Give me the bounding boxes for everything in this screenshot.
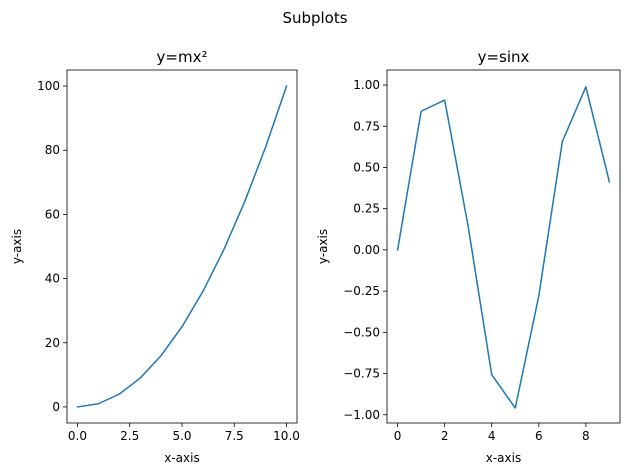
subplot-left: 0.0 2.5 5.0 7.5 10.0 0 20 40 60 80 100 y=mx² x-axis y… <box>10 48 300 465</box>
chart-1-xtick-label: 4 <box>488 429 496 443</box>
chart-1-series-line-0 <box>396 86 611 409</box>
chart-1-ytick-label: −1.00 <box>343 408 380 422</box>
chart-1-xtick-label: 2 <box>441 429 449 443</box>
chart-0-xtick-label: 10.0 <box>273 429 300 443</box>
chart-0-xtick-label: 2.5 <box>120 429 139 443</box>
chart-1-ytick-label: 0.25 <box>353 202 380 216</box>
chart-1-ytick-label: −0.25 <box>343 284 380 298</box>
chart-0-axes-frame <box>66 69 298 424</box>
chart-0-xtick-label: 7.5 <box>225 429 244 443</box>
subplot-right: 0 2 4 6 8 −1.00 −0.75 −0.50 −0.25 0.00 0.25 0.50 0.7… <box>316 48 621 465</box>
chart-1-xtick-label: 8 <box>582 429 590 443</box>
chart-0-series-line-0 <box>76 85 288 408</box>
chart-1-ytick-label: −0.75 <box>343 367 380 381</box>
chart-0-ytick-label: 20 <box>45 336 60 350</box>
chart-0-ytick-label: 40 <box>45 272 60 286</box>
chart-1-ylabel: y-axis <box>316 229 330 264</box>
chart-0-xlabel: x-axis <box>164 451 199 465</box>
chart-0-xtick-label: 0.0 <box>68 429 87 443</box>
chart-1-ytick-label: 0.00 <box>353 243 380 257</box>
chart-0-ytick-label: 60 <box>45 207 60 221</box>
chart-1-ytick-label: 0.50 <box>353 160 380 174</box>
chart-0-ytick-label: 0 <box>52 400 60 414</box>
chart-0-ylabel: y-axis <box>10 229 24 264</box>
chart-1-title: y=sinx <box>478 48 530 66</box>
chart-1-xtick-label: 6 <box>535 429 543 443</box>
chart-0-xtick-label: 5.0 <box>172 429 191 443</box>
chart-1-ytick-label: 0.75 <box>353 119 380 133</box>
chart-1-ytick-label: −0.50 <box>343 325 380 339</box>
figure-suptitle: Subplots <box>282 9 347 27</box>
chart-1-xtick-label: 0 <box>394 429 402 443</box>
chart-0-ytick-label: 80 <box>45 143 60 157</box>
chart-0-title: y=mx² <box>157 48 208 66</box>
chart-1-xlabel: x-axis <box>486 451 521 465</box>
chart-0-ytick-label: 100 <box>37 79 60 93</box>
chart-1-ytick-label: 1.00 <box>353 78 380 92</box>
chart-1-axes-frame <box>386 69 621 424</box>
